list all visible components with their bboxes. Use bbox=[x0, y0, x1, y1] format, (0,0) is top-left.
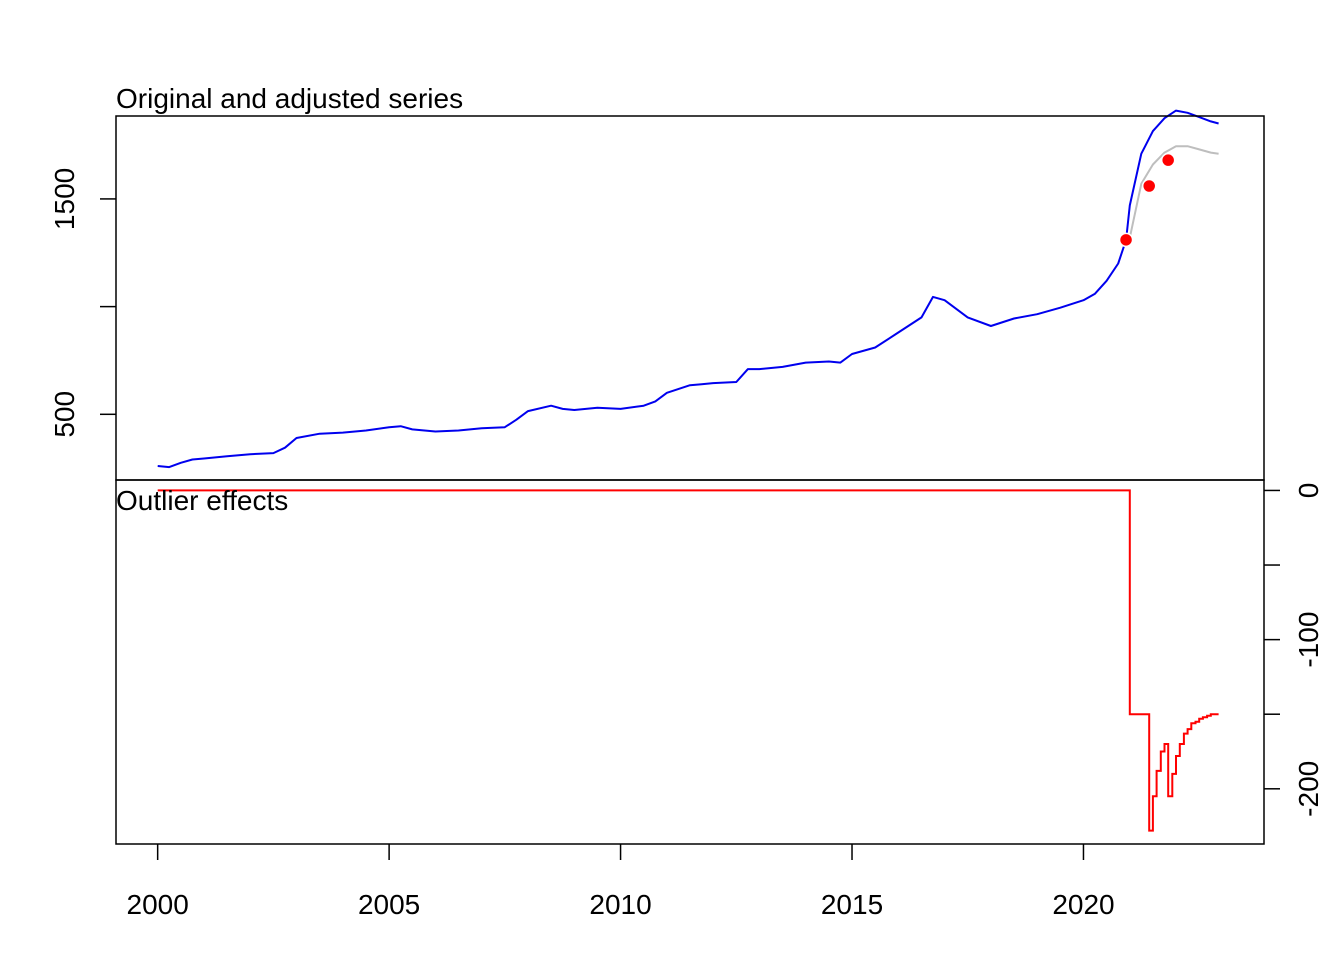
x-tick-label: 2015 bbox=[821, 889, 883, 920]
top-panel: Original and adjusted series 500 1500 bbox=[49, 83, 1265, 481]
y-tick-label: -100 bbox=[1293, 612, 1324, 668]
y-tick-label: 1500 bbox=[49, 168, 80, 230]
top-panel-plot bbox=[157, 109, 1219, 469]
x-tick-label: 2005 bbox=[358, 889, 420, 920]
bottom-panel-frame bbox=[115, 479, 1265, 845]
x-tick-label: 2010 bbox=[589, 889, 651, 920]
bottom-panel: Outlier effects 0-100-200 2000 2005 2010 20… bbox=[115, 479, 1324, 920]
bottom-panel-plot bbox=[157, 489, 1219, 832]
y-tick-label: 0 bbox=[1293, 483, 1324, 499]
x-axis: 2000 2005 2010 2015 2020 bbox=[127, 844, 1115, 920]
top-panel-frame bbox=[115, 115, 1265, 481]
top-panel-title: Original and adjusted series bbox=[116, 83, 463, 114]
series-line-original bbox=[157, 109, 1219, 469]
outlier-point bbox=[1141, 178, 1157, 194]
y-tick-label: -200 bbox=[1293, 761, 1324, 817]
x-tick-label: 2000 bbox=[127, 889, 189, 920]
top-panel-y-axis: 500 1500 bbox=[49, 168, 116, 438]
bottom-panel-title: Outlier effects bbox=[116, 485, 288, 516]
x-tick-label: 2020 bbox=[1052, 889, 1114, 920]
bottom-panel-y-axis: 0 -100 -200 bbox=[1264, 483, 1324, 817]
series-line-adjusted bbox=[1125, 145, 1219, 241]
outlier-point bbox=[1160, 152, 1176, 168]
outlier-point bbox=[1118, 232, 1134, 248]
y-tick-label: 500 bbox=[49, 391, 80, 438]
series-line-effect bbox=[157, 489, 1219, 832]
